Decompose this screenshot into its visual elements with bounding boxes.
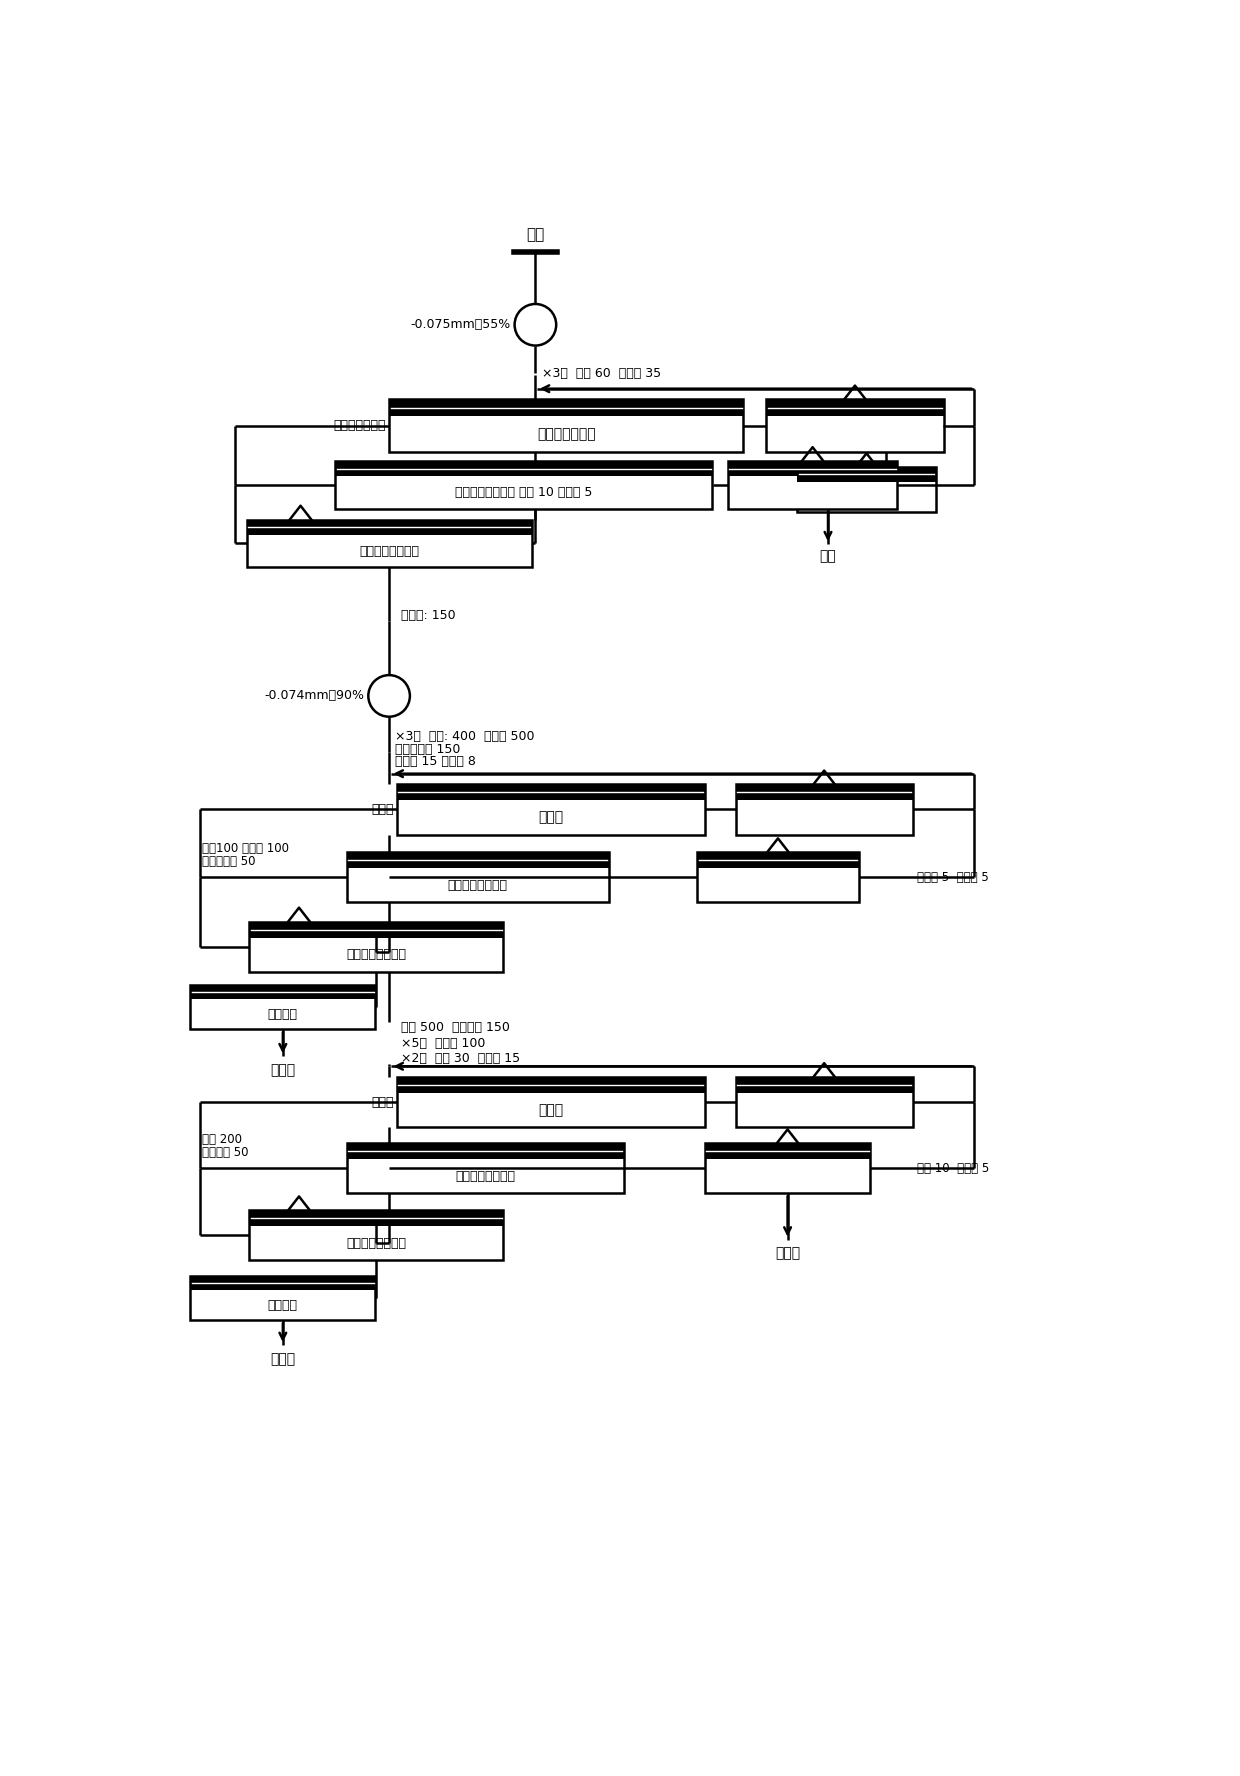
Text: 锌一精选锌一扫选: 锌一精选锌一扫选 [455,1170,516,1183]
Text: 铅精矿: 铅精矿 [270,1064,295,1076]
Bar [191,984,376,1030]
Bar [704,1144,870,1160]
Bar [335,462,713,476]
Text: 铅一精选铅一扫选: 铅一精选铅一扫选 [448,879,507,892]
Bar [797,467,936,511]
Bar [249,1209,503,1261]
Bar [728,462,898,508]
Bar [389,400,743,416]
Bar [797,467,936,481]
Text: ×2分  丁黄 30  松醇油 15: ×2分 丁黄 30 松醇油 15 [401,1051,520,1066]
Bar [335,462,713,508]
Bar [397,785,704,835]
Bar [397,785,704,801]
Bar [347,1144,624,1160]
Bar [735,785,913,835]
Text: 乙硫氮 15 松醇油 8: 乙硫氮 15 松醇油 8 [396,755,476,767]
Text: 丁黄 10  松醇油 5: 丁黄 10 松醇油 5 [916,1162,988,1174]
Text: 铅锌硫混合粗选: 铅锌硫混合粗选 [537,426,595,440]
Text: 石灰100 碳酸锌 100: 石灰100 碳酸锌 100 [202,842,289,854]
Text: 石灰 200: 石灰 200 [202,1133,242,1146]
Text: ×3分  丁黄 60  松醇油 35: ×3分 丁黄 60 松醇油 35 [542,368,661,380]
Text: 石灰 500  亚碳酸钠 150: 石灰 500 亚碳酸钠 150 [401,1021,510,1034]
Text: 铅三精选: 铅三精选 [268,1007,298,1021]
Text: 铅锌硫混合粗选: 铅锌硫混合粗选 [334,419,386,432]
Bar [397,1076,704,1092]
Bar [735,785,913,801]
Text: -0.074mm占90%: -0.074mm占90% [264,689,365,703]
Bar [191,1275,376,1320]
Text: 混一精选混一扫选 丁黄 10 松醇油 5: 混一精选混一扫选 丁黄 10 松醇油 5 [455,487,593,499]
Bar [247,520,532,567]
Text: 亚碳酸钠 50: 亚碳酸钠 50 [202,1146,248,1160]
Text: 乙硫氮 5  松醇油 5: 乙硫氮 5 松醇油 5 [916,870,988,884]
Bar [697,852,859,868]
Bar [728,462,898,476]
Text: 羰基乙酸钠 50: 羰基乙酸钠 50 [202,854,255,868]
Text: 混二精选混二扫选: 混二精选混二扫选 [360,545,419,558]
Bar [735,1076,913,1128]
Bar [249,922,503,971]
Text: -0.075mm占55%: -0.075mm占55% [410,318,511,332]
Text: 锌精选: 锌精选 [538,1103,563,1117]
Text: 锌精矿: 锌精矿 [270,1352,295,1366]
Bar [347,852,609,868]
Bar [735,1076,913,1092]
Text: 锌二精选锌二扫选: 锌二精选锌二扫选 [346,1236,405,1250]
Text: 锌三精选: 锌三精选 [268,1298,298,1312]
Text: 原矿: 原矿 [526,227,544,242]
Text: 硫精矿: 硫精矿 [775,1247,800,1261]
Text: 尾矿: 尾矿 [820,549,836,563]
Bar [347,852,609,902]
Text: 铅二精选铅二扫选: 铅二精选铅二扫选 [346,948,405,961]
Bar [397,1076,704,1128]
Bar [191,984,376,998]
Bar [389,400,743,451]
Bar [766,400,944,416]
Text: ×3分  石灰: 400  碳酸锌 500: ×3分 石灰: 400 碳酸锌 500 [396,730,534,742]
Text: 活性炭: 150: 活性炭: 150 [401,609,455,622]
Text: 羰基乙酸钠 150: 羰基乙酸钠 150 [396,742,460,755]
Bar [249,922,503,938]
Bar [249,1209,503,1225]
Bar [766,400,944,451]
Text: 铅粗选: 铅粗选 [371,803,394,815]
Bar [704,1144,870,1193]
Bar [191,1275,376,1289]
Text: 铅粗选: 铅粗选 [538,810,563,824]
Bar [247,520,532,535]
Text: 锌精选: 锌精选 [371,1096,394,1108]
Bar [697,852,859,902]
Bar [347,1144,624,1193]
Text: ×5分  碳酸钠 100: ×5分 碳酸钠 100 [401,1037,485,1050]
